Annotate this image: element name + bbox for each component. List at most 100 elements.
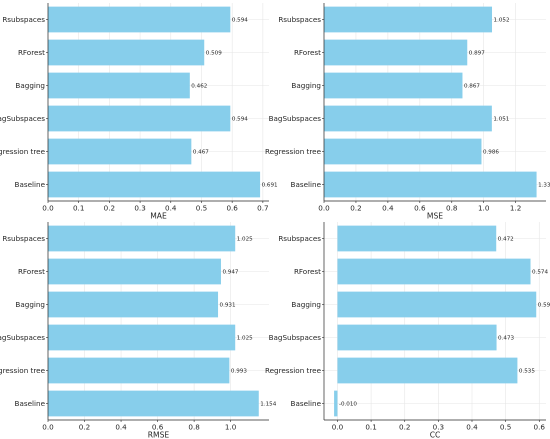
rmse-bar xyxy=(48,225,236,252)
rmse-category-label: Baseline xyxy=(15,399,46,408)
mae-x-tick-label: 0.0 xyxy=(42,204,54,213)
rmse-data-label: 1.025 xyxy=(237,336,253,342)
rmse-bar xyxy=(48,258,221,285)
mse-data-label: 1.331 xyxy=(538,183,550,189)
rmse-category-label: Rsubspaces xyxy=(2,234,45,243)
cc-x-tick-label: 0.0 xyxy=(332,423,344,432)
mse-x-tick-label: 1.2 xyxy=(510,204,521,213)
mae-data-label: 0.462 xyxy=(191,84,207,90)
mae-x-tick-label: 0.2 xyxy=(104,204,115,213)
mae-data-label: 0.509 xyxy=(206,51,222,57)
rmse-data-label: 0.993 xyxy=(231,369,247,375)
cc-bar xyxy=(337,324,497,351)
cc-bar xyxy=(337,357,518,384)
mae-bar xyxy=(48,39,205,66)
mse-data-label: 1.051 xyxy=(493,117,509,123)
rmse-panel: Rsubspaces 1.025 RForest 0.947 Bagging 0.931 B… xyxy=(0,222,277,439)
mae-x-tick-label: 0.3 xyxy=(134,204,145,213)
rmse-x-tick-label: 1.0 xyxy=(225,423,237,432)
mse-x-tick-label: 1.0 xyxy=(478,204,490,213)
cc-data-label: 0.574 xyxy=(532,270,548,276)
rmse-x-axis-label: RMSE xyxy=(148,431,170,439)
rmse-category-label: RForest xyxy=(18,267,45,276)
mse-data-label: 1.052 xyxy=(494,18,510,24)
rmse-data-label: 0.931 xyxy=(220,303,236,309)
mse-category-label: Regression tree xyxy=(265,147,322,156)
cc-category-label: RForest xyxy=(294,267,321,276)
cc-bar xyxy=(337,258,531,285)
mae-panel: Rsubspaces 0.594 RForest 0.509 Bagging 0.462 B… xyxy=(0,3,278,221)
mse-category-label: Bagging xyxy=(291,81,321,90)
cc-category-label: Bagging xyxy=(291,300,321,309)
cc-category-label: Baseline xyxy=(291,399,322,408)
mse-x-tick-label: 0.6 xyxy=(414,204,426,213)
cc-bar xyxy=(337,291,537,318)
mse-bar xyxy=(324,105,492,132)
cc-data-label: 0.473 xyxy=(498,336,514,342)
mse-bar xyxy=(324,72,463,99)
mse-data-label: 0.986 xyxy=(483,150,499,156)
mae-x-tick-label: 0.7 xyxy=(257,204,268,213)
cc-data-label: 0.472 xyxy=(498,237,514,243)
mae-category-label: Rsubspaces xyxy=(2,15,45,24)
mse-bar xyxy=(324,39,468,66)
rmse-category-label: Regression tree xyxy=(0,366,46,375)
rmse-x-tick-label: 0.8 xyxy=(188,423,200,432)
mae-category-label: Baseline xyxy=(15,180,46,189)
cc-category-label: BagSubspaces xyxy=(269,333,322,342)
cc-data-label: 0.535 xyxy=(519,369,535,375)
rmse-data-label: 1.154 xyxy=(260,402,276,408)
cc-data-label: -0.010 xyxy=(339,402,357,408)
mae-data-label: 0.691 xyxy=(262,183,278,189)
mse-x-tick-label: 0.2 xyxy=(350,204,361,213)
mse-x-tick-label: 0.8 xyxy=(446,204,458,213)
mae-bar xyxy=(48,171,261,198)
mse-panel: Rsubspaces 1.052 RForest 0.897 Bagging 0.867 B… xyxy=(265,3,550,221)
rmse-data-label: 1.025 xyxy=(237,237,253,243)
cc-x-tick-label: 0.4 xyxy=(466,423,478,432)
mae-x-axis-label: MAE xyxy=(150,212,167,221)
rmse-x-tick-label: 0.6 xyxy=(152,423,164,432)
mae-data-label: 0.594 xyxy=(232,18,248,24)
cc-category-label: Regression tree xyxy=(265,366,322,375)
cc-x-tick-label: 0.5 xyxy=(500,423,511,432)
cc-bar xyxy=(334,390,338,417)
cc-bar xyxy=(337,225,497,252)
rmse-x-tick-label: 0.4 xyxy=(115,423,127,432)
mae-x-tick-label: 0.4 xyxy=(165,204,177,213)
mae-category-label: BagSubspaces xyxy=(0,114,45,123)
rmse-category-label: Bagging xyxy=(15,300,45,309)
mse-category-label: Baseline xyxy=(291,180,322,189)
mae-x-tick-label: 0.1 xyxy=(73,204,84,213)
cc-data-label: 0.591 xyxy=(538,303,550,309)
mae-category-label: Bagging xyxy=(15,81,45,90)
mae-category-label: RForest xyxy=(18,48,45,57)
cc-x-tick-label: 0.3 xyxy=(433,423,444,432)
mae-x-tick-label: 0.5 xyxy=(196,204,207,213)
cc-x-tick-label: 0.1 xyxy=(365,423,376,432)
rmse-x-tick-label: 0.0 xyxy=(42,423,54,432)
rmse-bar xyxy=(48,390,259,417)
mse-x-axis-label: MSE xyxy=(427,212,443,221)
mae-data-label: 0.594 xyxy=(232,117,248,123)
mae-category-label: Regression tree xyxy=(0,147,46,156)
mae-bar xyxy=(48,72,190,99)
rmse-data-label: 0.947 xyxy=(222,270,238,276)
mse-category-label: Rsubspaces xyxy=(278,15,321,24)
mse-data-label: 0.897 xyxy=(469,51,485,57)
cc-category-label: Rsubspaces xyxy=(278,234,321,243)
rmse-x-tick-label: 0.2 xyxy=(79,423,90,432)
rmse-bar xyxy=(48,357,230,384)
cc-x-tick-label: 0.6 xyxy=(534,423,546,432)
rmse-category-label: BagSubspaces xyxy=(0,333,45,342)
rmse-bar xyxy=(48,291,219,318)
mae-bar xyxy=(48,6,231,33)
cc-panel: Rsubspaces 0.472 RForest 0.574 Bagging 0.591 B… xyxy=(265,222,550,439)
mae-x-tick-label: 0.6 xyxy=(226,204,238,213)
mse-x-tick-label: 0.0 xyxy=(318,204,330,213)
mae-bar xyxy=(48,105,231,132)
mae-bar xyxy=(48,138,192,165)
cc-x-axis-label: CC xyxy=(430,431,441,439)
mse-bar xyxy=(324,6,493,33)
